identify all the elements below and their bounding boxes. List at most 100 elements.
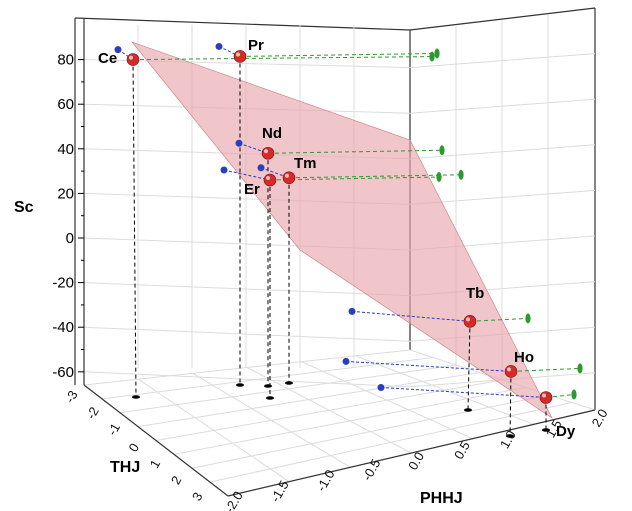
thj-projection-point [235,139,243,147]
z-tick-label: 0 [66,230,74,247]
data-point-ce [126,53,140,66]
point-highlight [542,393,546,398]
phhj-axis-line [227,409,596,497]
thj-projection-line [380,386,547,398]
phhj-projection-point [458,169,464,180]
floor-grid [355,355,535,425]
phhj-projection-line [545,393,575,398]
thj-projection-point [114,46,122,54]
data-point-tb [463,315,477,328]
drop-line [467,321,471,411]
floor-projection [264,384,272,388]
phhj-projection-point [439,145,445,156]
back-top-left [74,17,411,31]
thj-projection-point [377,383,385,391]
point-highlight [266,176,270,181]
data-point-nd [261,146,275,160]
phhj-tick-label: 1.0 [497,428,519,451]
point-label-pr: Pr [248,37,264,54]
point-highlight [285,173,289,178]
thj-tick-label: 2 [168,473,185,487]
point-label-tb: Tb [466,285,484,302]
phhj-projection-point [525,313,531,324]
point-highlight [466,317,470,322]
phhj-projection-line [267,149,443,154]
thj-axis-title: THJ [110,459,140,476]
floor-grid [138,378,290,483]
z-tick-label: 20 [57,185,74,202]
floor-grid [301,361,473,440]
phhj-tick-label: -2.0 [222,489,246,511]
data-point-pr [233,50,247,63]
thj-tick-label: 0 [125,441,142,455]
grid-line [83,326,411,342]
thj-tick-label: -2 [83,404,102,422]
floor-grid [246,367,412,454]
point-label-tm: Tm [294,155,317,172]
data-point-dy [539,391,553,404]
thj-tick-label: 1 [147,457,164,471]
thj-axis-line [83,384,229,497]
drop-line [132,59,137,398]
thj-projection-line [223,169,271,181]
data-point-er [263,173,277,187]
thj-tick-label: -1 [104,421,123,439]
phhj-projection-line [469,317,529,322]
data-point-tm [282,171,296,185]
regression-plane-layer [131,41,553,419]
phhj-projection-line [269,176,440,181]
thj-tick-label: -3 [62,388,81,406]
point-label-dy: Dy [556,423,576,440]
projection-lines [114,42,583,438]
thj-projection-point [348,307,356,315]
point-highlight [264,149,268,154]
z-tick-label: -60 [52,364,74,381]
phhj-projection-point [571,389,577,400]
thj-tick-label: 3 [189,490,206,504]
thj-projection-point [220,166,228,174]
phhj-projection-point [577,363,583,374]
z-tick-label: -40 [52,319,74,336]
floor-grid [192,372,351,468]
z-tick-label: -20 [52,275,74,292]
regression-plane [131,41,553,419]
floor-projection [542,428,550,432]
z-axis-title: Sc [14,199,34,216]
point-label-nd: Nd [262,125,282,142]
z-tick-label: 60 [57,96,74,113]
data-point-ho [504,365,518,378]
floor-projection [506,434,514,438]
thj-projection-line [218,45,241,57]
floor-projection [464,408,472,412]
phhj-projection-line [239,52,438,57]
phhj-tick-label: 2.0 [589,406,611,429]
point-highlight [129,55,133,60]
phhj-tick-label: 0.0 [405,449,427,472]
floor-projection [236,383,244,387]
phhj-projection-point [434,48,440,59]
drop-line [509,371,512,437]
z-tick-label: 40 [57,141,74,158]
point-label-ho: Ho [514,349,534,366]
point-label-ce: Ce [98,50,117,67]
phhj-projection-point [429,51,435,62]
thj-projection-point [215,42,223,50]
phhj-axis-title: PHHJ [420,490,463,507]
z-tick-label: 80 [57,52,74,69]
point-highlight [507,367,511,372]
floor-projection [132,395,140,399]
data-points: Ce Pr Nd Tm Er Tb Ho Dy [98,37,576,440]
phhj-projection-line [510,367,581,372]
phhj-projection-line [288,174,462,179]
thj-projection-line [345,360,512,372]
point-highlight [236,52,240,57]
grid-line [83,371,411,388]
back-top-right [409,7,596,31]
floor-projection [285,381,293,385]
phhj-projection-line [132,56,433,61]
point-label-er: Er [244,181,260,198]
phhj-tick-label: 0.5 [451,439,473,462]
phhj-projection-point [436,172,442,183]
